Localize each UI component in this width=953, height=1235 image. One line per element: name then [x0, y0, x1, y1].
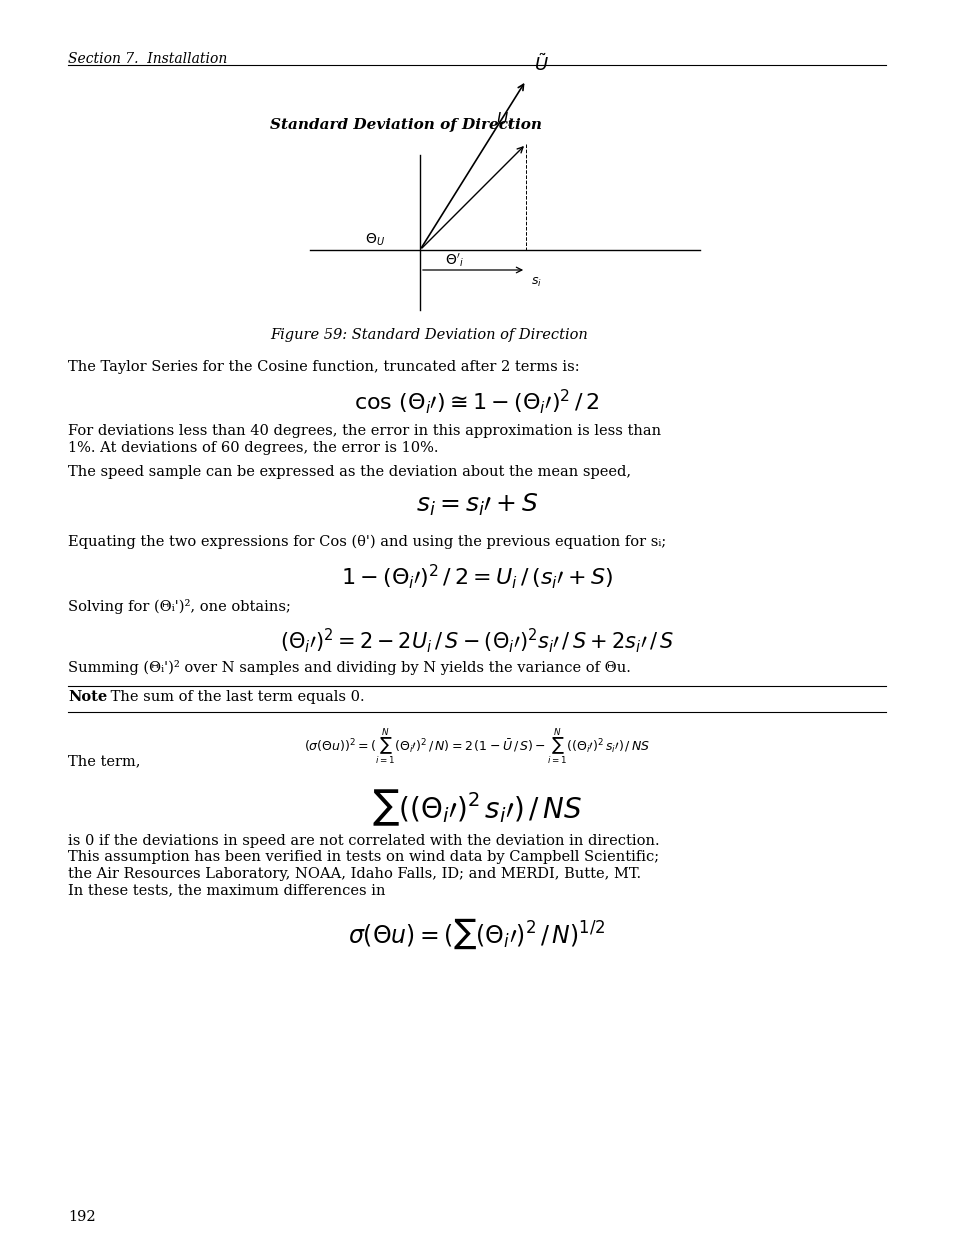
Text: The sum of the last term equals 0.: The sum of the last term equals 0.	[106, 690, 364, 704]
Text: 192: 192	[68, 1210, 95, 1224]
Text: $\Theta'_i$: $\Theta'_i$	[444, 251, 463, 269]
Text: The term,: The term,	[68, 753, 140, 768]
Text: In these tests, the maximum differences in: In these tests, the maximum differences …	[68, 883, 385, 897]
Text: $1 - (\Theta_i\prime)^2\,/\,2 = U_i\,/\,(s_i\prime + S)$: $1 - (\Theta_i\prime)^2\,/\,2 = U_i\,/\,…	[340, 562, 613, 592]
Text: Equating the two expressions for Cos (θ') and using the previous equation for sᵢ: Equating the two expressions for Cos (θ'…	[68, 535, 665, 550]
Text: the Air Resources Laboratory, NOAA, Idaho Falls, ID; and MERDI, Butte, MT.: the Air Resources Laboratory, NOAA, Idah…	[68, 867, 640, 881]
Text: $(\Theta_i\prime)^2 = 2 - 2U_i\,/\,S - (\Theta_i\prime)^2 s_i\prime\,/\,S + 2s_i: $(\Theta_i\prime)^2 = 2 - 2U_i\,/\,S - (…	[279, 626, 674, 656]
Text: Note: Note	[68, 690, 107, 704]
Text: Section 7.  Installation: Section 7. Installation	[68, 52, 227, 65]
Text: For deviations less than 40 degrees, the error in this approximation is less tha: For deviations less than 40 degrees, the…	[68, 425, 660, 438]
Text: $\Theta_U$: $\Theta_U$	[365, 232, 385, 248]
Text: $(\sigma(\Theta u))^2 = (\sum_{i=1}^{N}(\Theta_i\prime)^2\,/\,N) = 2\,(1 - \bar{: $(\sigma(\Theta u))^2 = (\sum_{i=1}^{N}(…	[304, 727, 649, 767]
Text: Summing (Θᵢ')² over N samples and dividing by N yields the variance of Θu.: Summing (Θᵢ')² over N samples and dividi…	[68, 659, 630, 674]
Text: Figure 59: Standard Deviation of Direction: Figure 59: Standard Deviation of Directi…	[270, 329, 587, 342]
Text: $s_i = s_i\prime + S$: $s_i = s_i\prime + S$	[416, 492, 537, 519]
Text: $U_i$: $U_i$	[496, 110, 512, 128]
Text: The Taylor Series for the Cosine function, truncated after 2 terms is:: The Taylor Series for the Cosine functio…	[68, 359, 579, 374]
Text: $\cos\,(\Theta_i\prime) \cong 1 - (\Theta_i\prime)^2\,/\,2$: $\cos\,(\Theta_i\prime) \cong 1 - (\Thet…	[355, 388, 598, 416]
Text: $\~{U}$: $\~{U}$	[534, 54, 548, 75]
Text: $\sum((\Theta_i\prime)^2\,s_i\prime)\,/\,NS$: $\sum((\Theta_i\prime)^2\,s_i\prime)\,/\…	[372, 787, 581, 827]
Text: Solving for (Θᵢ')², one obtains;: Solving for (Θᵢ')², one obtains;	[68, 599, 291, 614]
Text: The speed sample can be expressed as the deviation about the mean speed,: The speed sample can be expressed as the…	[68, 464, 631, 479]
Text: $s_i$: $s_i$	[531, 275, 541, 289]
Text: 1%. At deviations of 60 degrees, the error is 10%.: 1%. At deviations of 60 degrees, the err…	[68, 441, 438, 454]
Text: $\sigma(\Theta u) = (\sum(\Theta_i\prime)^2\,/\,N)^{1/2}$: $\sigma(\Theta u) = (\sum(\Theta_i\prime…	[348, 916, 605, 951]
Text: is 0 if the deviations in speed are not correlated with the deviation in directi: is 0 if the deviations in speed are not …	[68, 834, 659, 848]
Text: This assumption has been verified in tests on wind data by Campbell Scientific;: This assumption has been verified in tes…	[68, 851, 659, 864]
Text: Standard Deviation of Direction: Standard Deviation of Direction	[270, 119, 541, 132]
